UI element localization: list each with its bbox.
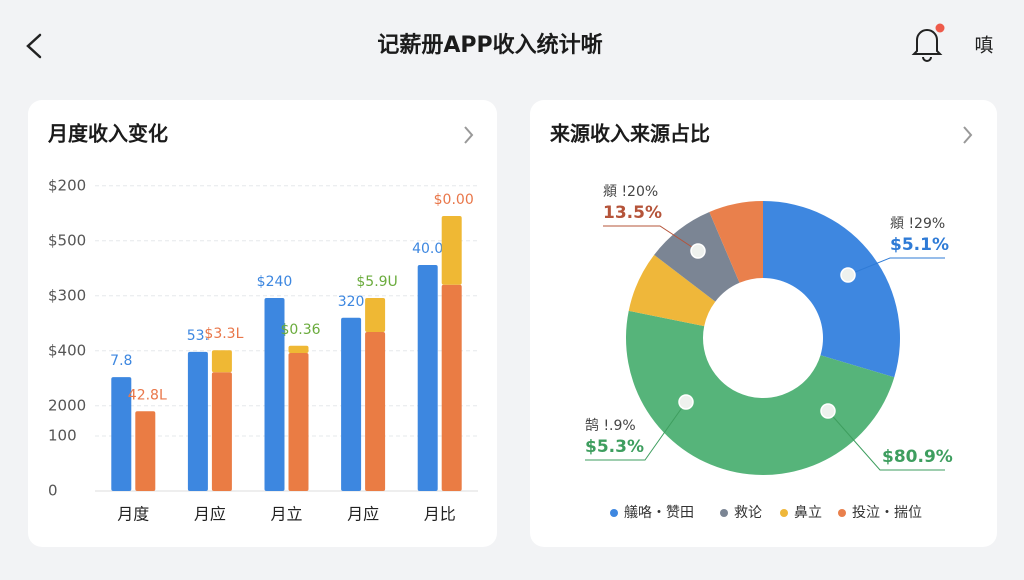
bar [417,264,438,491]
bar-label: $240 [257,274,293,290]
bar [264,297,285,491]
notification-bell[interactable] [911,23,945,62]
callout-line [827,410,945,471]
bar [288,345,309,353]
legend-label: 投泣・揣位 [852,505,922,521]
bar [187,351,208,491]
bar-label: $5.9U [356,274,397,290]
bar-label: 40.0 [412,241,443,257]
bar-label: $0.00 [434,192,474,208]
bar-label: $0.36 [280,322,320,338]
y-tick-label: $400 [48,341,86,359]
bar [211,372,232,491]
legend-swatch [838,509,846,517]
bar-label: 53. [187,328,209,344]
y-tick-label: $300 [48,286,86,304]
bar-label: $3.3L [204,326,243,342]
y-tick-label: 100 [48,427,77,445]
bar [365,332,386,491]
callout-line [847,257,945,276]
y-tick-label: $500 [48,231,86,249]
bar [441,284,462,491]
back-button[interactable] [26,33,42,59]
x-tick-label: 月应 [347,505,379,524]
callout-caption: 頫 !29% [890,216,945,232]
page-title: 记薪册APP收入统计哳 [377,32,602,58]
y-tick-label: 2000 [48,396,86,414]
x-tick-label: 月度 [117,505,149,524]
callout-line [603,225,699,252]
legend-swatch [780,509,788,517]
bar [111,377,132,491]
card [530,100,997,547]
bar [135,411,156,491]
callout-value: 13.5% [603,203,662,223]
x-tick-label: 月应 [194,505,226,524]
bar [211,350,232,373]
bar-label: 7.8 [110,353,132,369]
card-title: 来源收入来源占比 [549,122,710,146]
callout-value: $80.9% [882,447,953,467]
bar-label: 42.8L [128,387,167,403]
legend-label: 艤咯・赞田 [624,504,694,521]
callout-value: $5.1% [890,235,949,255]
legend-label: 救论 [734,505,762,521]
bar [441,216,462,285]
header-action[interactable]: 嗔 [974,35,993,57]
bar [365,297,386,333]
bar-label: 320 [338,294,365,310]
legend-swatch [610,509,618,517]
callout-caption: 鹄 !.9% [585,417,636,434]
callout-value: $5.3% [585,437,644,457]
donut-segment [626,310,895,476]
card-chevron[interactable] [963,126,973,144]
bar [341,317,362,491]
x-tick-label: 月立 [270,505,302,524]
card-title: 月度收入变化 [47,122,168,146]
legend-swatch [720,509,728,517]
callout-line [585,401,687,461]
bar [288,352,309,491]
donut-segment [628,254,716,327]
callout-dot [820,403,836,419]
callout-dot [678,394,694,410]
callout-caption: 頫 !20% [603,184,658,200]
card-chevron[interactable] [464,126,474,144]
legend-label: 鼻立 [794,504,822,521]
callout-dot [840,267,856,283]
donut-segment [709,201,763,283]
x-tick-label: 月比 [424,505,456,524]
callout-dot [690,243,706,259]
y-tick-label: 0 [48,482,58,500]
donut-segment [763,201,900,378]
y-tick-label: $200 [48,176,86,194]
